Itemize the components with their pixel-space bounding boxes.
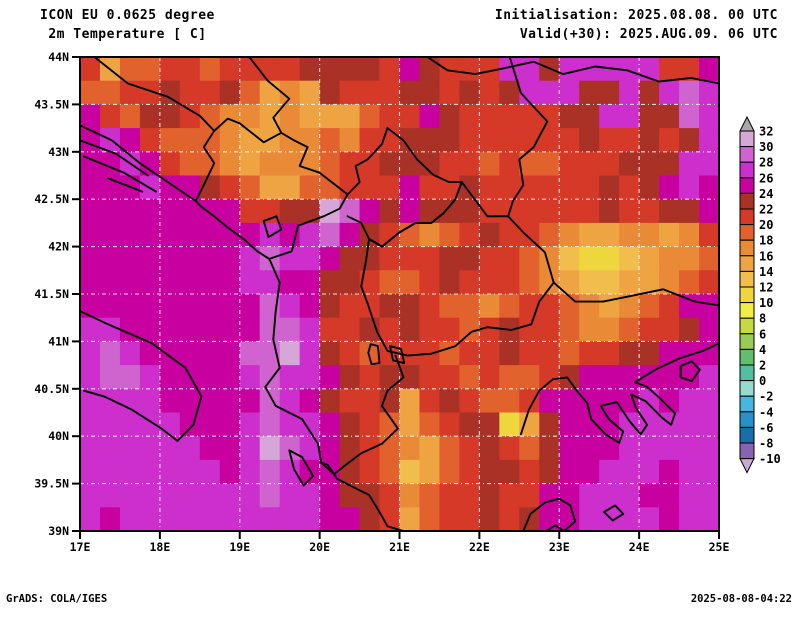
colorbar-tick-label: 6 xyxy=(759,327,766,341)
y-axis-label: 39.5N xyxy=(34,477,69,491)
y-axis-label: 40.5N xyxy=(34,382,69,396)
y-axis-label: 39N xyxy=(48,524,69,538)
coastlines xyxy=(80,124,719,531)
x-axis-label: 25E xyxy=(709,540,730,554)
colorbar-tick-label: 16 xyxy=(759,249,773,263)
colorbar-tick-label: -8 xyxy=(759,437,773,451)
colorbar-tick-label: 22 xyxy=(759,203,773,217)
danube-border xyxy=(426,57,719,85)
x-axis-label: 20E xyxy=(309,540,330,554)
lake-ohrid xyxy=(367,343,381,366)
colorbar-tick-label: -10 xyxy=(759,452,781,466)
grads-credit: GrADS: COLA/IGES xyxy=(6,593,108,605)
colorbar-tick-label: 20 xyxy=(759,218,773,232)
colorbar-tick-label: 26 xyxy=(759,171,773,185)
colorbar-tick-label: 8 xyxy=(759,312,766,326)
colorbar-tick-label: 30 xyxy=(759,140,773,154)
greece-bulgaria-border xyxy=(552,281,719,307)
y-axis-label: 40N xyxy=(48,429,69,443)
lake-prespa xyxy=(388,345,406,365)
y-axis-label: 42N xyxy=(48,240,69,254)
corfu-island xyxy=(288,449,315,487)
colorbar-under-triangle xyxy=(739,458,755,474)
y-axis-label: 43N xyxy=(48,145,69,159)
title-block: ICON EU 0.0625 degree 2m Temperature [ C… xyxy=(40,6,215,44)
x-axis-label: 23E xyxy=(549,540,570,554)
x-axis-label: 21E xyxy=(389,540,410,554)
puglia-coast xyxy=(80,310,203,442)
y-axis-label: 42.5N xyxy=(34,192,69,206)
dalmatian-island-3 xyxy=(107,177,144,193)
colorbar-over-triangle xyxy=(739,115,755,132)
colorbar-tick-label: 4 xyxy=(759,343,766,357)
x-axis-label: 19E xyxy=(229,540,250,554)
serbia-montenegro-kosovo-border xyxy=(280,127,463,196)
thasos-island xyxy=(679,360,701,383)
y-axis-label: 41N xyxy=(48,334,69,348)
adriatic-ionian-east-coast xyxy=(80,124,405,531)
map-axes: 44N 43.5N 43N 42.5N 42N 41.5N 41N 40.5N 40N 39.5N… xyxy=(34,50,729,554)
creation-timestamp: 2025-08-08-04:22 xyxy=(690,593,792,605)
volos-gulf-coast xyxy=(522,497,577,531)
colorbar-tick-label: 18 xyxy=(759,234,773,248)
chalkidiki-coast xyxy=(519,342,719,444)
colorbar-tick-label: 2 xyxy=(759,359,766,373)
x-axis-label: 22E xyxy=(469,540,490,554)
albania-greece-border xyxy=(320,354,405,476)
colorbar-tick-label: -4 xyxy=(759,405,773,419)
y-axis-label: 44N xyxy=(48,50,69,64)
colorbar-tick-label: 24 xyxy=(759,187,773,201)
colorbar-tick-label: 12 xyxy=(759,281,773,295)
colorbar-tick-label: -6 xyxy=(759,421,773,435)
macedonia-border-ring xyxy=(360,181,555,357)
y-axis-label: 41.5N xyxy=(34,287,69,301)
x-axis-label: 18E xyxy=(149,540,170,554)
y-axis-label: 43.5N xyxy=(34,97,69,111)
colorbar-tick-label: 14 xyxy=(759,265,773,279)
graticule-gridlines xyxy=(80,57,719,531)
sporades-island xyxy=(603,504,625,522)
x-axis-label: 17E xyxy=(70,540,91,554)
colorbar-tick-label: 10 xyxy=(759,296,773,310)
colorbar-tick-label: 0 xyxy=(759,374,766,388)
colorbar-tick-label: 32 xyxy=(759,125,773,139)
x-axis-label: 24E xyxy=(629,540,650,554)
dalmatian-island-2 xyxy=(83,155,157,193)
lake-shkodra xyxy=(262,215,283,239)
run-info-block: Initialisation: 2025.08.08. 00 UTC Valid(… xyxy=(495,6,778,44)
field-title: 2m Temperature [ C] xyxy=(40,27,207,42)
serbia-bulgaria-border xyxy=(507,57,549,218)
colorbar-tick-label: 28 xyxy=(759,156,773,170)
initialisation-time: Initialisation: 2025.08.08. 00 UTC xyxy=(494,8,778,23)
colorbar-tick-label: -2 xyxy=(759,390,773,404)
country-borders xyxy=(93,57,719,476)
model-title: ICON EU 0.0625 degree xyxy=(40,8,215,23)
valid-time: Valid(+30): 2025.AUG.09. 06 UTC xyxy=(519,27,778,42)
montenegro-albania-border xyxy=(268,193,349,260)
dalmatian-island-1 xyxy=(80,139,149,177)
